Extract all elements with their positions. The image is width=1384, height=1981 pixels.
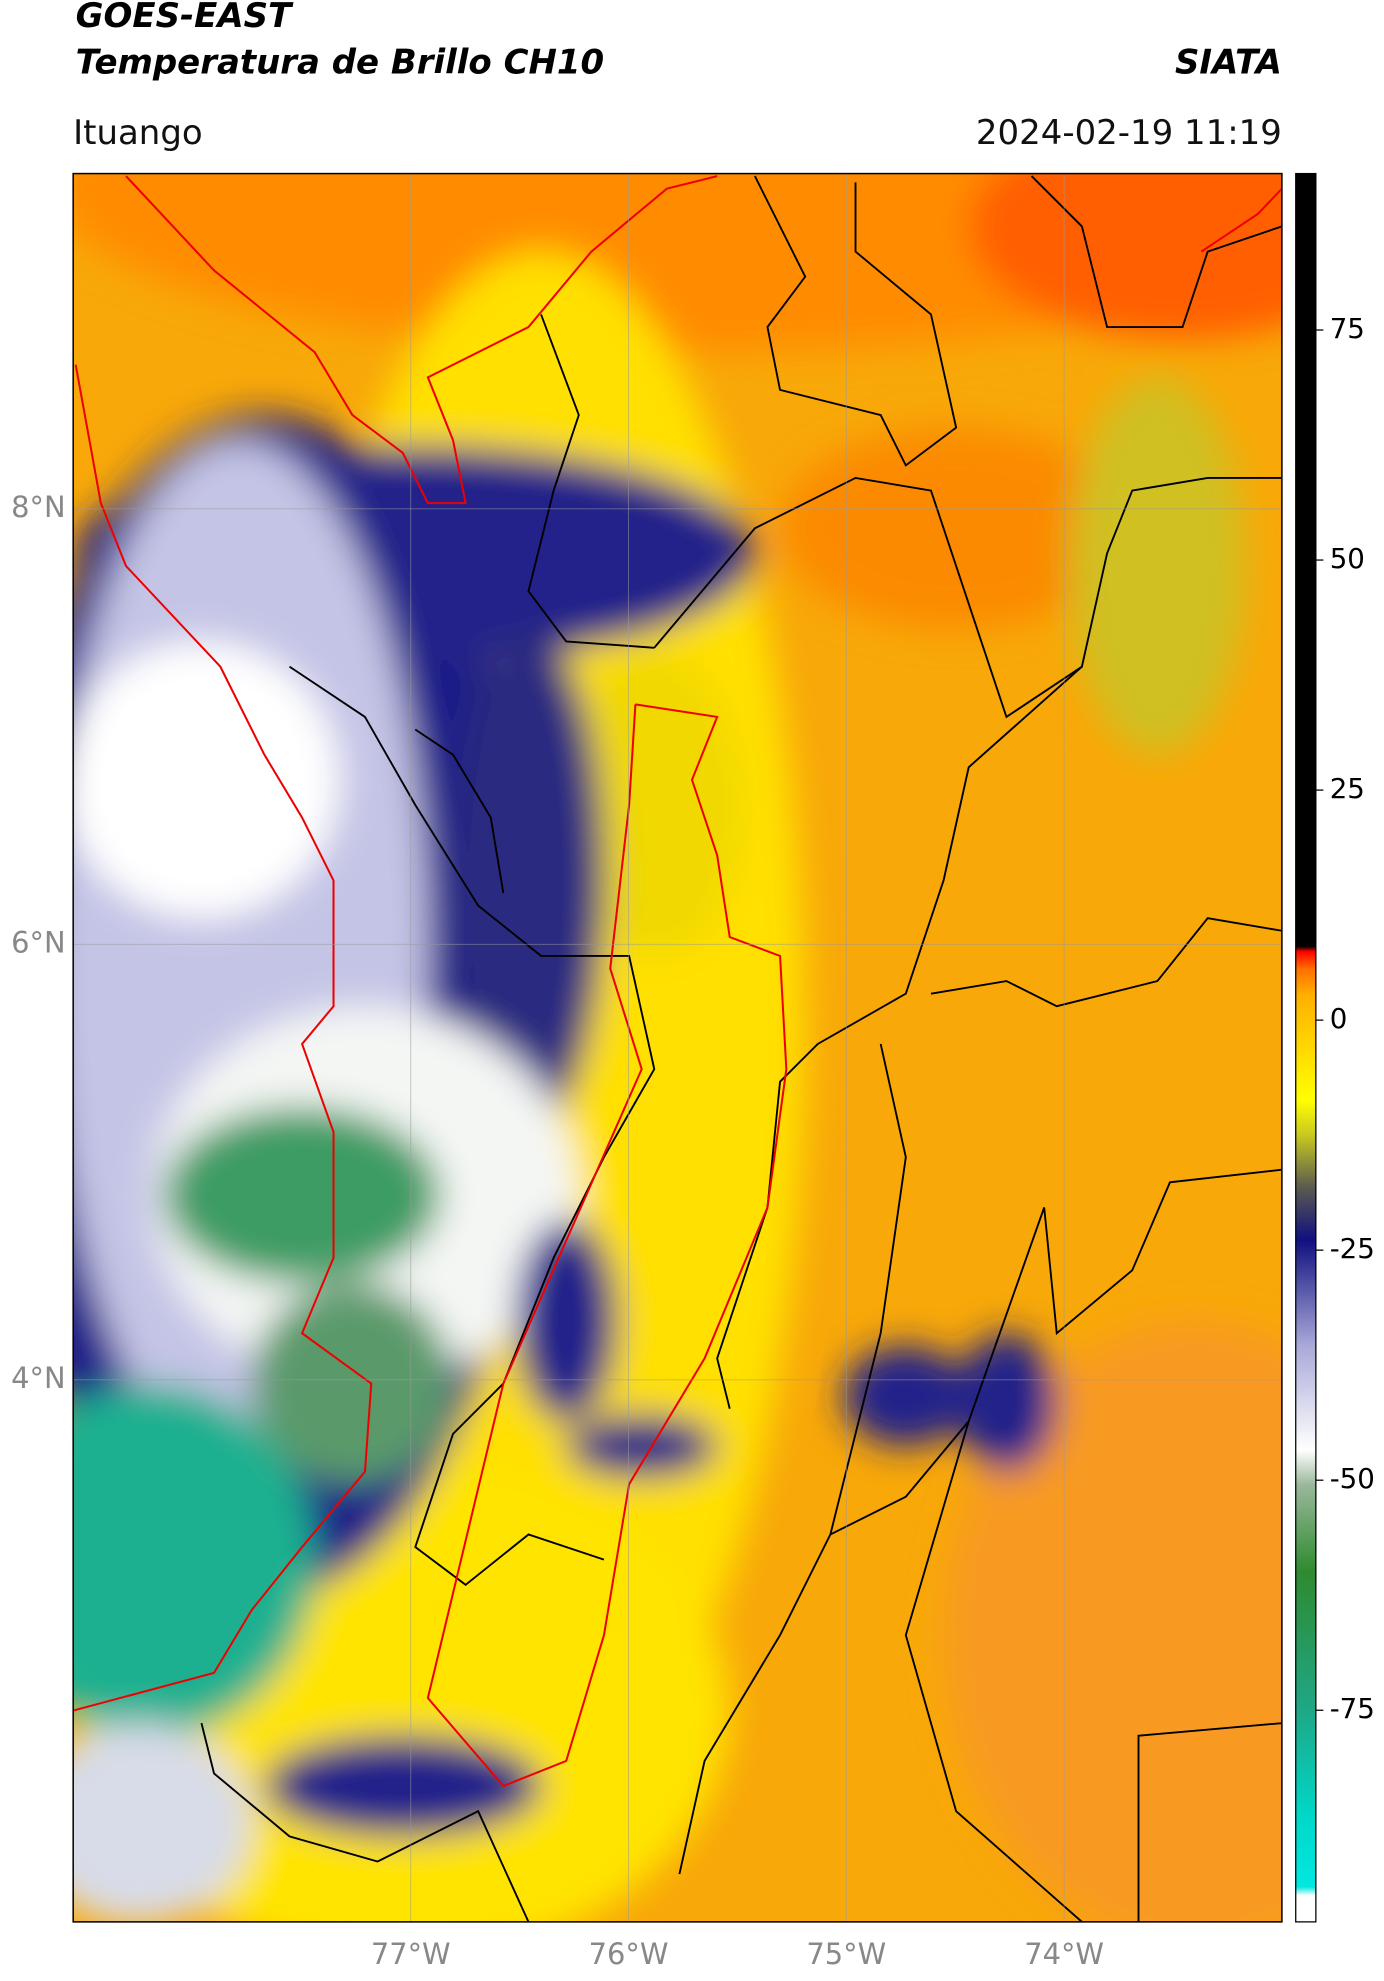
map-frame — [72, 172, 1283, 1923]
lon-tick-label: 74°W — [1024, 1937, 1104, 1971]
colorbar-tick-label: -50 — [1330, 1462, 1375, 1495]
lat-tick-label: 4°N — [11, 1361, 65, 1395]
colorbar-tick-label: 25 — [1330, 772, 1365, 805]
lon-tick-label: 75°W — [806, 1937, 886, 1971]
satellite-image — [73, 173, 1282, 1922]
location: Ituango — [73, 113, 203, 153]
lat-tick-label: 8°N — [11, 490, 65, 524]
colorbar — [1295, 172, 1317, 1923]
colorbar-tick-label: -25 — [1330, 1232, 1375, 1265]
colorbar-tick-label: 50 — [1330, 542, 1365, 575]
lon-tick-label: 77°W — [371, 1937, 451, 1971]
colorbar-tick-label: -75 — [1330, 1692, 1375, 1725]
title: GOES-EAST — [76, 0, 294, 36]
colorbar-tick-label: 0 — [1330, 1002, 1348, 1035]
title: Temperatura de Brillo CH10 — [76, 43, 604, 83]
lon-tick-label: 76°W — [589, 1937, 669, 1971]
lat-tick-label: 6°N — [11, 925, 65, 959]
colorbar-tick-label: 75 — [1330, 312, 1365, 345]
brand: SIATA — [1175, 43, 1282, 83]
datetime: 2024-02-19 11:19 — [976, 113, 1282, 153]
